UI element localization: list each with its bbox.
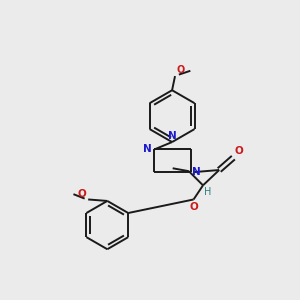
Text: O: O bbox=[190, 202, 199, 212]
Text: O: O bbox=[78, 189, 87, 199]
Text: N: N bbox=[192, 167, 201, 177]
Text: N: N bbox=[143, 144, 152, 154]
Text: N: N bbox=[168, 130, 176, 141]
Text: H: H bbox=[205, 187, 212, 197]
Text: O: O bbox=[235, 146, 244, 156]
Text: O: O bbox=[176, 65, 185, 75]
